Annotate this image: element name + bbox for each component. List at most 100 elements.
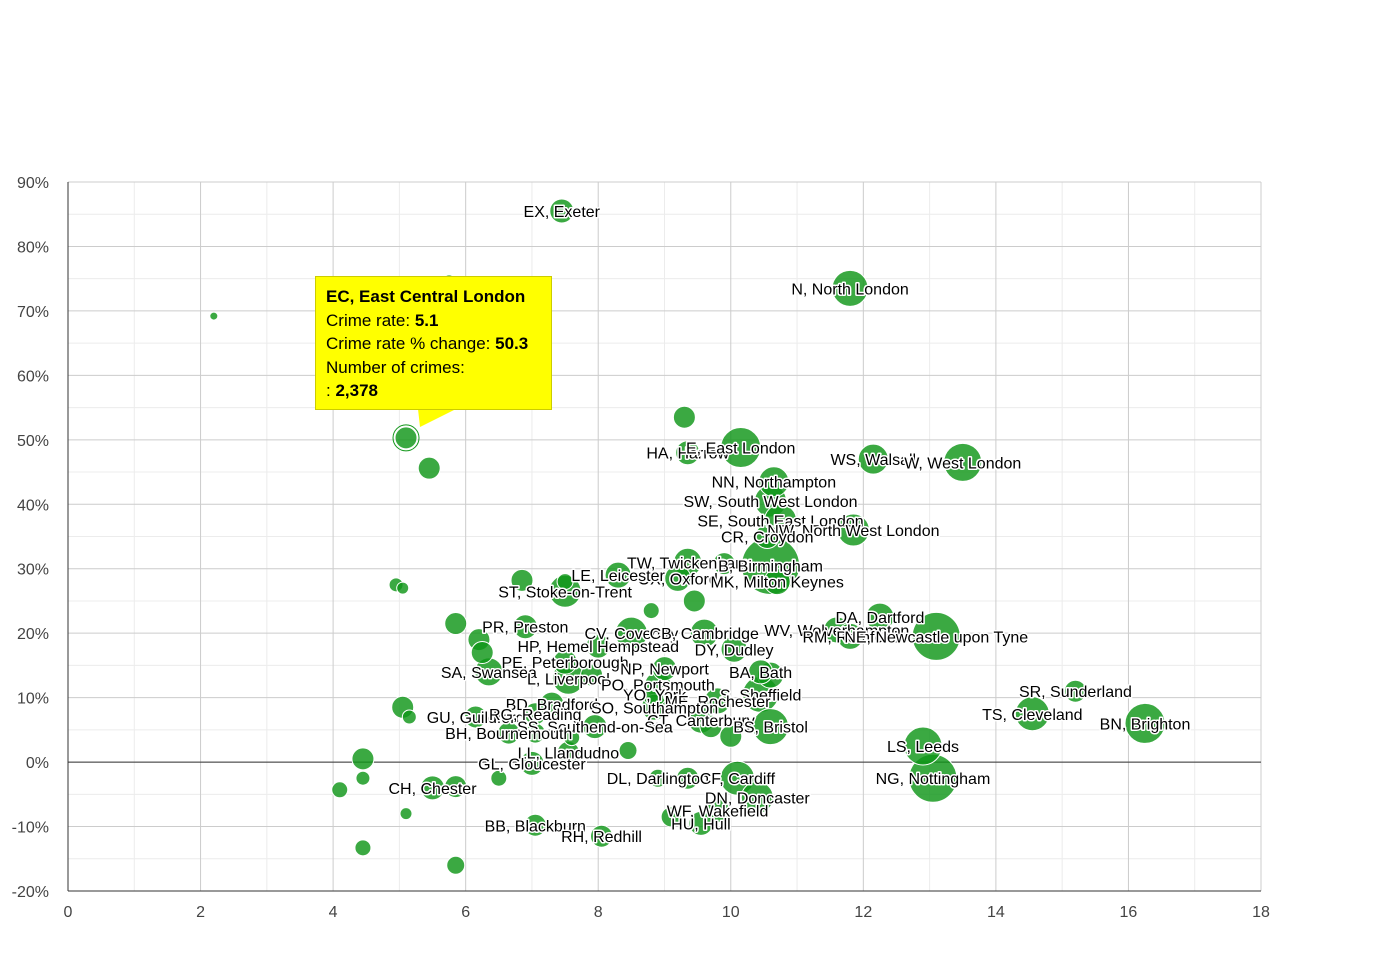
y-tick-label: 0% xyxy=(26,755,49,772)
y-axis-ticks: 90% 80% 70% 60% 50% 40% 30% 20% 10% 0% -10% -20% xyxy=(12,175,49,901)
bubble xyxy=(552,649,578,675)
bubble-label: DA, Dartford xyxy=(835,610,924,627)
tooltip-change-value: 50.3 xyxy=(495,334,529,354)
y-tick-label: 30% xyxy=(17,562,49,579)
bubble-label: LE, Leicester xyxy=(571,568,665,585)
bubble xyxy=(682,589,706,613)
tooltip: EC, East Central London Crime rate: 5.1 … xyxy=(315,276,552,410)
bubble-label: W, West London xyxy=(904,455,1021,472)
bubble-label: DL, Darlington xyxy=(607,771,709,788)
bubble xyxy=(831,269,869,307)
bubble xyxy=(618,740,638,760)
bubble xyxy=(394,426,418,450)
bubble xyxy=(943,442,983,482)
x-tick-label: 4 xyxy=(329,904,338,921)
bubble xyxy=(497,721,521,745)
bubble-label: ME, Rochester xyxy=(665,694,771,711)
bubble-label: RG, Reading xyxy=(489,707,582,724)
bubble-label: SW, South West London xyxy=(684,494,858,511)
tooltip-count-value: 2,378 xyxy=(335,381,379,401)
y-tick-label: 60% xyxy=(17,368,49,385)
bubble xyxy=(519,750,545,776)
bubble-label: CH, Chester xyxy=(389,781,478,798)
bubble-label: HA, Harrow xyxy=(646,446,729,463)
bubble-label: LS, Leeds xyxy=(887,739,959,756)
tooltip-pointer xyxy=(418,409,456,427)
tooltip-change-label: Crime rate % change: xyxy=(326,334,491,354)
major-gridlines xyxy=(67,181,1262,892)
bubble xyxy=(614,616,648,650)
y-tick-label: -20% xyxy=(12,884,49,901)
x-tick-label: 6 xyxy=(461,904,470,921)
bubble xyxy=(758,466,790,498)
bubble xyxy=(865,602,895,632)
bubble xyxy=(652,656,677,682)
bubble xyxy=(676,766,700,790)
bubble xyxy=(720,635,748,663)
bubble-label: DY, Dudley xyxy=(695,642,774,659)
bubble-label: NW, North West London xyxy=(767,523,939,540)
bubble xyxy=(688,810,714,836)
bubble-label: CF, Cardiff xyxy=(700,771,776,788)
bubble-label: PR, Preston xyxy=(482,620,568,637)
bubble-label: BH, Bournemouth xyxy=(445,726,572,743)
bubble xyxy=(446,855,466,875)
bubble xyxy=(582,714,608,740)
y-tick-label: 90% xyxy=(17,175,49,192)
bubble xyxy=(580,663,604,687)
bubble xyxy=(1014,696,1050,732)
y-tick-label: 80% xyxy=(17,239,49,256)
bubble-label: E, East London xyxy=(686,441,795,458)
y-tick-label: 10% xyxy=(17,691,49,708)
bubble xyxy=(470,641,494,665)
bubble xyxy=(590,824,614,848)
bubble xyxy=(209,311,219,321)
y-tick-label: 20% xyxy=(17,626,49,643)
bubble-label: CR, Croydon xyxy=(721,530,813,547)
bubbles xyxy=(209,198,1166,875)
bubble xyxy=(648,768,668,788)
highlight-ring xyxy=(392,424,420,452)
bubble xyxy=(549,198,575,224)
y-tick-label: 70% xyxy=(17,304,49,321)
bubble xyxy=(1063,679,1087,703)
bubble xyxy=(719,724,743,748)
bubble-label: WS, Walsall xyxy=(830,452,916,469)
bubble-label: HP, Hemel Hempstead xyxy=(517,639,679,656)
bubble-label: L, Liverpool xyxy=(527,671,610,688)
bubble-label: YO, York xyxy=(623,687,687,704)
bubble xyxy=(664,564,692,592)
bubble-label: GL, Gloucester xyxy=(478,756,586,773)
bubble-label: DN, Doncaster xyxy=(705,791,811,808)
bubble xyxy=(444,612,468,636)
bubble xyxy=(740,781,774,815)
x-tick-label: 8 xyxy=(594,904,603,921)
y-tick-label: -10% xyxy=(12,820,49,837)
bubble-label: NN, Northampton xyxy=(712,475,837,492)
bubble-label: GU, Guildford xyxy=(427,710,525,727)
bubble xyxy=(836,622,864,650)
bubble-label: TS, Cleveland xyxy=(982,707,1083,724)
bubble-label: BN, Brighton xyxy=(1100,716,1191,733)
bubble xyxy=(354,839,372,857)
bubble xyxy=(556,573,574,591)
bubble-label: MK, Milton Keynes xyxy=(710,575,843,592)
bubble-label: EX, Exeter xyxy=(524,204,601,221)
bubble-label: LL, Llandudno xyxy=(518,745,620,762)
bubble-label: HU, Hull xyxy=(671,816,731,833)
bubble-label: SA, Swansea xyxy=(441,665,537,682)
bubble xyxy=(331,781,349,799)
tooltip-title: EC, East Central London xyxy=(326,287,526,306)
y-tick-label: 40% xyxy=(17,497,49,514)
bubble xyxy=(585,633,611,659)
bubble-label: S, Sheffield xyxy=(720,687,802,704)
bubble xyxy=(396,581,410,595)
bubble xyxy=(672,405,696,429)
bubble-label: PO, Portsmouth xyxy=(601,678,715,695)
tooltip-crime-rate-label: Crime rate: xyxy=(326,310,411,330)
bubble xyxy=(903,726,943,766)
axes xyxy=(67,182,1261,892)
bubble xyxy=(1124,702,1166,744)
